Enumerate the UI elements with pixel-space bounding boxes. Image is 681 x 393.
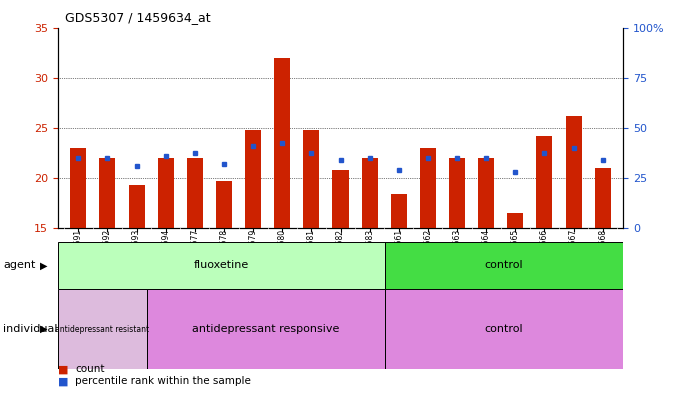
- Text: GSM1059579: GSM1059579: [249, 229, 257, 280]
- Text: percentile rank within the sample: percentile rank within the sample: [75, 376, 251, 386]
- Text: individual: individual: [3, 324, 58, 334]
- Bar: [129, 185, 144, 228]
- Text: GSM1059562: GSM1059562: [424, 229, 432, 280]
- Text: antidepressant responsive: antidepressant responsive: [193, 324, 340, 334]
- Bar: [478, 158, 494, 228]
- Text: antidepressant resistant: antidepressant resistant: [55, 325, 150, 334]
- Text: GSM1059565: GSM1059565: [511, 229, 520, 280]
- Text: control: control: [485, 260, 524, 270]
- Text: GSM1059567: GSM1059567: [569, 229, 578, 280]
- Bar: [147, 289, 385, 369]
- Bar: [58, 289, 147, 369]
- Text: GSM1059582: GSM1059582: [336, 229, 345, 280]
- Bar: [245, 130, 261, 228]
- Text: ▶: ▶: [39, 324, 47, 334]
- Bar: [537, 136, 552, 228]
- Bar: [70, 148, 86, 228]
- Bar: [385, 242, 623, 289]
- Text: GSM1059568: GSM1059568: [598, 229, 607, 280]
- Text: GSM1059583: GSM1059583: [365, 229, 374, 280]
- Text: GSM1059577: GSM1059577: [190, 229, 200, 280]
- Text: GSM1059580: GSM1059580: [278, 229, 287, 280]
- Text: GSM1059593: GSM1059593: [132, 229, 141, 280]
- Bar: [391, 194, 407, 228]
- Text: GSM1059591: GSM1059591: [74, 229, 83, 280]
- Bar: [420, 148, 436, 228]
- Text: GSM1059581: GSM1059581: [307, 229, 316, 280]
- Bar: [187, 158, 203, 228]
- Bar: [274, 58, 290, 228]
- Text: ▶: ▶: [39, 260, 47, 270]
- Text: GSM1059563: GSM1059563: [453, 229, 462, 280]
- Bar: [99, 158, 115, 228]
- Text: GSM1059594: GSM1059594: [161, 229, 170, 280]
- Text: GSM1059566: GSM1059566: [540, 229, 549, 280]
- Bar: [449, 158, 465, 228]
- Text: GSM1059578: GSM1059578: [219, 229, 228, 280]
- Bar: [332, 170, 349, 228]
- Bar: [362, 158, 378, 228]
- Text: GDS5307 / 1459634_at: GDS5307 / 1459634_at: [65, 11, 210, 24]
- Text: count: count: [75, 364, 104, 375]
- Bar: [216, 181, 232, 228]
- Bar: [303, 130, 319, 228]
- Text: GSM1059564: GSM1059564: [481, 229, 491, 280]
- Text: control: control: [485, 324, 524, 334]
- Bar: [158, 158, 174, 228]
- Text: ■: ■: [58, 364, 68, 375]
- Bar: [58, 242, 385, 289]
- Text: agent: agent: [3, 260, 36, 270]
- Bar: [385, 289, 623, 369]
- Bar: [566, 116, 582, 228]
- Bar: [507, 213, 523, 228]
- Text: GSM1059592: GSM1059592: [103, 229, 112, 280]
- Text: fluoxetine: fluoxetine: [194, 260, 249, 270]
- Text: GSM1059561: GSM1059561: [394, 229, 403, 280]
- Bar: [595, 168, 611, 228]
- Text: ■: ■: [58, 376, 68, 386]
